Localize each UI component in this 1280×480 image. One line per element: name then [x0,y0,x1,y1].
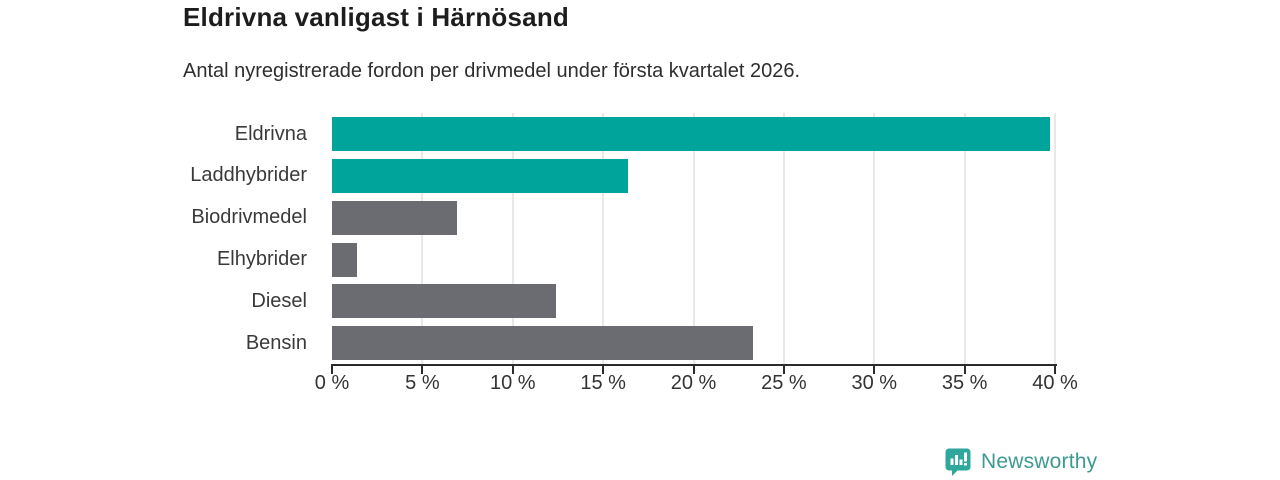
newsworthy-logo-icon [944,447,972,477]
gridline-10 [511,113,514,364]
x-tick-30 [873,364,876,374]
x-tick-label-40: 40 % [1032,372,1078,394]
x-tick-5 [421,364,424,374]
gridline-40 [1054,113,1056,364]
category-label-diesel: Diesel [0,280,320,322]
category-label-laddhybrider: Laddhybrider [0,155,320,197]
x-tick-label-30: 30 % [851,372,898,394]
category-label-text: Bensin [245,331,307,354]
gridline-15 [602,113,605,364]
bar-biodrivmedel [332,200,457,235]
x-tick-15 [602,364,605,374]
category-label-eldrivna: Eldrivna [0,113,320,155]
x-tick-10 [511,364,514,374]
gridline-25 [782,113,785,364]
category-label-elhybrider: Elhybrider [0,239,320,281]
x-tick-label-5: 5 % [405,372,440,394]
brand-name: Newsworthy [981,450,1098,473]
x-tick-label-35: 35 % [941,372,988,394]
x-axis-line [332,364,1057,366]
chart-title: Eldrivna vanligast i Härnösand [183,2,569,32]
category-label-text: Elhybrider [216,248,307,270]
bar-elhybrider [332,242,358,277]
x-tick-label-25: 25 % [761,372,807,394]
category-label-text: Eldrivna [234,122,307,145]
gridline-20 [692,113,695,364]
brand-logo: Newsworthy [944,447,1097,477]
x-tick-label-0: 0 % [314,372,350,394]
gridline-35 [963,113,966,364]
bar-laddhybrider [332,158,629,193]
bar-eldrivna [332,117,1050,151]
category-label-text: Laddhybrider [190,164,307,187]
x-tick-label-20: 20 % [670,372,717,394]
x-tick-25 [782,364,785,374]
x-tick-label-10: 10 % [489,372,536,394]
category-label-text: Diesel [251,289,307,312]
chart-subtitle: Antal nyregistrerade fordon per drivmede… [183,60,801,82]
category-label-biodrivmedel: Biodrivmedel [0,197,320,239]
x-tick-20 [692,364,695,374]
plot-area [332,113,1056,364]
x-tick-40 [1054,364,1056,374]
gridline-5 [421,113,424,364]
category-label-bensin: Bensin [0,322,320,364]
x-tick-0 [331,364,333,374]
gridline-30 [873,113,876,364]
bar-diesel [332,284,557,319]
category-label-text: Biodrivmedel [191,206,307,229]
x-tick-label-15: 15 % [580,372,626,394]
bar-bensin [332,326,754,361]
x-tick-35 [963,364,966,374]
